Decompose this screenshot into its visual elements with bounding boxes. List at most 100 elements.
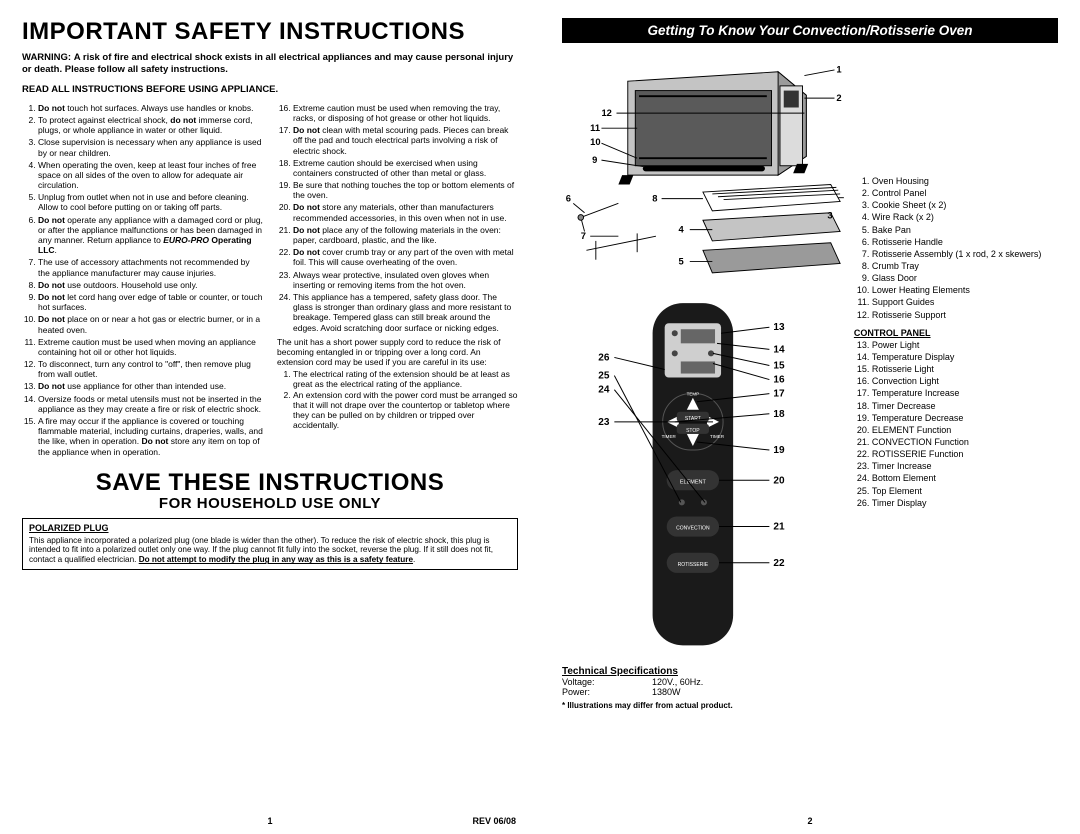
list-item: Do not clean with metal scouring pads. P… (293, 125, 518, 156)
list-item: This appliance has a tempered, safety gl… (293, 292, 518, 333)
svg-text:STOP: STOP (686, 428, 700, 434)
list-item: Always wear protective, insulated oven g… (293, 270, 518, 290)
svg-text:7: 7 (581, 230, 586, 241)
list-item: Convection Light (872, 375, 1058, 387)
svg-text:14: 14 (773, 344, 785, 355)
list-item: Temperature Increase (872, 387, 1058, 399)
svg-text:18: 18 (773, 409, 785, 420)
read-all-line: READ ALL INSTRUCTIONS BEFORE USING APPLI… (22, 84, 518, 95)
svg-text:2: 2 (836, 92, 841, 103)
svg-text:8: 8 (652, 192, 657, 203)
safety-col-a: Do not touch hot surfaces. Always use ha… (22, 103, 263, 459)
svg-text:TEMP: TEMP (687, 392, 700, 397)
list-item: Temperature Display (872, 351, 1058, 363)
list-item: Oven Housing (872, 175, 1058, 187)
list-item: Rotisserie Support (872, 309, 1058, 321)
list-item: Be sure that nothing touches the top or … (293, 180, 518, 200)
list-item: CONVECTION Function (872, 436, 1058, 448)
list-item: Bottom Element (872, 472, 1058, 484)
svg-text:19: 19 (773, 445, 785, 456)
list-item: Extreme caution should be exercised when… (293, 158, 518, 178)
svg-text:25: 25 (598, 370, 610, 381)
list-item: An extension cord with the power cord mu… (293, 390, 518, 431)
list-item: The electrical rating of the extension s… (293, 369, 518, 389)
polarized-plug-text: This appliance incorporated a polarized … (29, 536, 511, 566)
svg-text:22: 22 (773, 558, 785, 569)
list-item: To protect against electrical shock, do … (38, 115, 263, 135)
list-item: Control Panel (872, 187, 1058, 199)
list-item: ELEMENT Function (872, 424, 1058, 436)
list-item: Unplug from outlet when not in use and b… (38, 192, 263, 212)
oven-diagram: 1 2 12 11 10 9 8 7 6 3 4 5 (562, 53, 844, 288)
ext-cord-intro: The unit has a short power supply cord t… (277, 337, 518, 368)
list-item: Do not touch hot surfaces. Always use ha… (38, 103, 263, 113)
save-instructions-heading: SAVE THESE INSTRUCTIONS (22, 469, 518, 497)
svg-text:6: 6 (566, 192, 571, 203)
list-item: Wire Rack (x 2) (872, 211, 1058, 223)
list-item: Do not cover crumb tray or any part of t… (293, 247, 518, 267)
parts-column: Oven HousingControl PanelCookie Sheet (x… (854, 53, 1058, 710)
list-item: Do not let cord hang over edge of table … (38, 292, 263, 312)
list-item: Lower Heating Elements (872, 284, 1058, 296)
warning-label: WARNING: (22, 52, 71, 63)
list-item: Power Light (872, 339, 1058, 351)
voltage-label: Voltage: (562, 677, 652, 687)
list-item: Do not place on or near a hot gas or ele… (38, 314, 263, 334)
control-panel-list: Power LightTemperature DisplayRotisserie… (854, 339, 1058, 509)
svg-text:CONVECTION: CONVECTION (676, 525, 710, 531)
ext-cord-list: The electrical rating of the extension s… (277, 369, 518, 430)
list-item: A fire may occur if the appliance is cov… (38, 416, 263, 457)
list-item: Bake Pan (872, 224, 1058, 236)
diagrams-column: 1 2 12 11 10 9 8 7 6 3 4 5 (562, 53, 844, 710)
safety-list-a: Do not touch hot surfaces. Always use ha… (22, 103, 263, 457)
list-item: Support Guides (872, 296, 1058, 308)
list-item: Do not operate any appliance with a dama… (38, 215, 263, 256)
safety-columns: Do not touch hot surfaces. Always use ha… (22, 103, 518, 459)
svg-text:26: 26 (598, 352, 610, 363)
list-item: Temperature Decrease (872, 412, 1058, 424)
svg-text:16: 16 (773, 374, 785, 385)
parts-list: Oven HousingControl PanelCookie Sheet (x… (854, 175, 1058, 321)
svg-text:20: 20 (773, 475, 785, 486)
illustration-note: * Illustrations may differ from actual p… (562, 701, 844, 710)
list-item: Extreme caution must be used when moving… (38, 337, 263, 357)
svg-text:24: 24 (598, 385, 610, 396)
page-1: IMPORTANT SAFETY INSTRUCTIONS WARNING: A… (0, 0, 540, 834)
warning-body: A risk of fire and electrical shock exis… (22, 52, 513, 75)
list-item: The use of accessory attachments not rec… (38, 257, 263, 277)
control-panel-diagram: START STOP TEMP TIMER TIMER ELEMENT CONV… (562, 293, 844, 655)
list-item: When operating the oven, keep at least f… (38, 160, 263, 191)
svg-text:ROTISSERIE: ROTISSERIE (678, 562, 709, 568)
safety-title: IMPORTANT SAFETY INSTRUCTIONS (22, 18, 518, 46)
list-item: Do not place any of the following materi… (293, 225, 518, 245)
svg-text:TIMER: TIMER (710, 434, 725, 439)
list-item: Do not store any materials, other than m… (293, 202, 518, 222)
page-2: Getting To Know Your Convection/Rotisser… (540, 0, 1080, 834)
list-item: Timer Increase (872, 460, 1058, 472)
svg-text:21: 21 (773, 521, 785, 532)
list-item: Do not use outdoors. Household use only. (38, 280, 263, 290)
voltage-value: 120V., 60Hz. (652, 677, 703, 687)
list-item: Extreme caution must be used when removi… (293, 103, 518, 123)
svg-text:1: 1 (836, 64, 841, 75)
list-item: Rotisserie Light (872, 363, 1058, 375)
list-item: To disconnect, turn any control to "off"… (38, 359, 263, 379)
svg-text:23: 23 (598, 417, 610, 428)
svg-text:11: 11 (590, 122, 600, 133)
right-layout: 1 2 12 11 10 9 8 7 6 3 4 5 (562, 53, 1058, 710)
list-item: Crumb Tray (872, 260, 1058, 272)
list-item: ROTISSERIE Function (872, 448, 1058, 460)
list-item: Timer Decrease (872, 400, 1058, 412)
svg-text:TIMER: TIMER (662, 434, 677, 439)
list-item: Timer Display (872, 497, 1058, 509)
safety-col-b: Extreme caution must be used when removi… (277, 103, 518, 459)
power-label: Power: (562, 687, 652, 697)
tech-row-power: Power: 1380W (562, 687, 844, 697)
polarized-plug-box: POLARIZED PLUG This appliance incorporat… (22, 518, 518, 570)
polarized-plug-title: POLARIZED PLUG (29, 523, 511, 534)
svg-text:9: 9 (592, 154, 597, 165)
svg-text:ELEMENT: ELEMENT (680, 479, 707, 485)
list-item: Oversize foods or metal utensils must no… (38, 394, 263, 414)
household-use-heading: FOR HOUSEHOLD USE ONLY (22, 495, 518, 512)
list-item: Top Element (872, 485, 1058, 497)
